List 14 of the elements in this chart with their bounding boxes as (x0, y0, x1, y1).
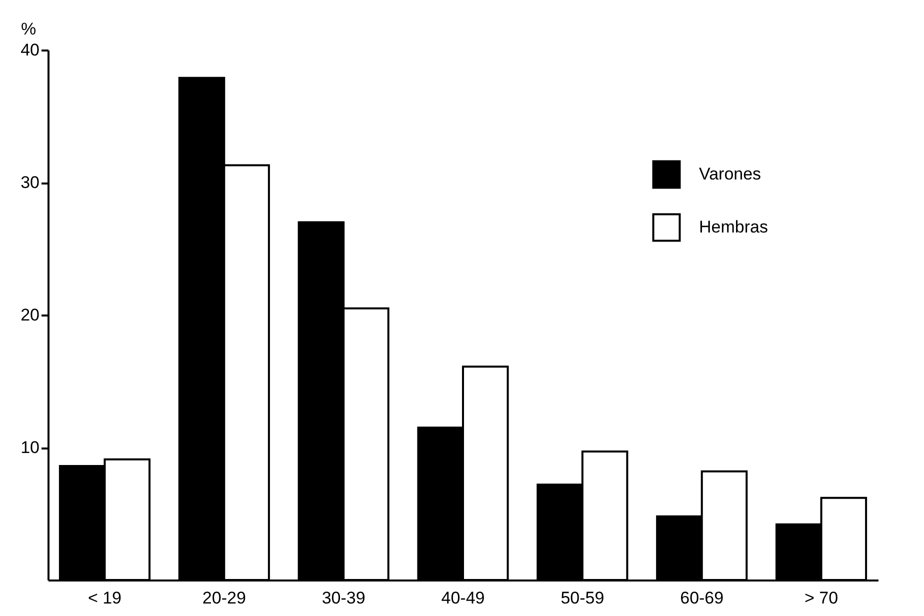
x-tick-label: 60-69 (680, 588, 724, 608)
legend-label: Hembras (699, 218, 768, 236)
y-tick-label: 10 (20, 438, 40, 457)
y-tick-label: 20 (20, 306, 40, 324)
x-tick-label: 50-59 (560, 588, 604, 608)
x-tick-label: 30-39 (322, 588, 366, 608)
legend-label: Varones (699, 164, 762, 184)
x-tick-label: 40-49 (441, 588, 485, 608)
x-tick-label: > 70 (804, 588, 838, 608)
y-axis-title: % (20, 20, 36, 38)
x-tick-label: 20-29 (202, 588, 246, 608)
x-tick-label: < 19 (88, 588, 122, 608)
y-tick-label: 30 (20, 173, 40, 192)
y-tick-label: 40 (20, 40, 40, 60)
